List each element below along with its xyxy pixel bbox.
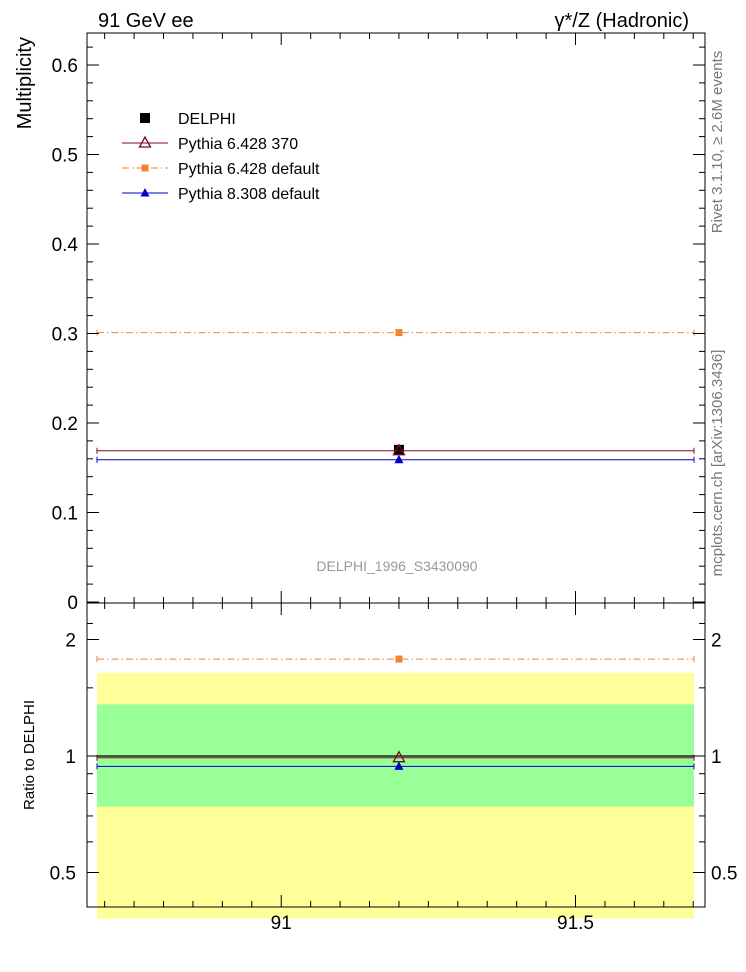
legend-label-p8-default: Pythia 8.308 default: [178, 186, 320, 203]
legend-marker-p8-default: [140, 188, 150, 197]
ratio-y-tick-label-right: 2: [711, 631, 722, 652]
ratio-y-tick-label-left: 1: [65, 747, 76, 768]
ratio-point-p8-default: [394, 761, 404, 770]
ratio-point-p6-default: [395, 655, 403, 663]
main-y-tick-label: 0.2: [52, 414, 78, 435]
mcplots-reference-label: mcplots.cern.ch [arXiv:1306.3436]: [709, 350, 726, 577]
ratio-x-tick-label: 91: [271, 913, 292, 934]
ratio-plot-panel: 0.5 0.5 1 1 2 2 91 91.5 Ratio to DELPHI: [21, 602, 737, 934]
legend-marker-p6-370: [138, 135, 152, 148]
main-y-tick-label: 0.4: [52, 235, 79, 256]
main-y-tick-label: 0.1: [52, 504, 78, 525]
ratio-frame: [86, 602, 706, 908]
main-y-tick-label: 0.6: [52, 56, 78, 77]
analysis-watermark: DELPHI_1996_S3430090: [316, 558, 477, 574]
main-point-delphi: [393, 444, 404, 455]
main-plot-panel: DELPHI_1996_S3430090 0 0.1 0.2 0.3 0.4 0.5 0.6…: [14, 32, 706, 614]
process-label: 91 GeV ee: [98, 10, 194, 32]
ratio-y-tick-label-left: 0.5: [50, 863, 76, 884]
legend-label-p6-default: Pythia 6.428 default: [178, 161, 320, 178]
rivet-version-label: Rivet 3.1.10, ≥ 2.6M events: [709, 51, 726, 234]
main-point-p6-default: [395, 329, 403, 337]
main-plot-content: [96, 329, 695, 464]
ratio-y-tick-label-right: 1: [711, 747, 722, 768]
ratio-axes: 0.5 0.5 1 1 2 2 91 91.5: [50, 602, 737, 934]
main-y-axis-title: Multiplicity: [14, 37, 36, 129]
main-axes: 0 0.1 0.2 0.3 0.4 0.5 0.6: [52, 32, 706, 614]
reaction-label: γ*/Z (Hadronic): [555, 10, 689, 32]
legend: DELPHI Pythia 6.428 370 Pythia 6.428 defau…: [122, 111, 320, 203]
ratio-y-tick-label-left: 2: [65, 631, 76, 652]
legend-marker-delphi: [140, 113, 150, 123]
main-point-p8-default: [394, 454, 404, 464]
legend-marker-p6-default: [141, 164, 149, 172]
main-y-tick-label: 0: [67, 593, 78, 614]
main-y-tick-label: 0.3: [52, 325, 78, 346]
ratio-y-tick-label-right: 0.5: [711, 863, 737, 884]
ratio-y-axis-title: Ratio to DELPHI: [21, 700, 38, 810]
ratio-plot-content: [96, 655, 695, 919]
main-y-tick-label: 0.5: [52, 146, 78, 167]
legend-label-delphi: DELPHI: [178, 111, 236, 128]
legend-label-p6-370: Pythia 6.428 370: [178, 136, 298, 153]
ratio-x-tick-label: 91.5: [557, 913, 594, 934]
